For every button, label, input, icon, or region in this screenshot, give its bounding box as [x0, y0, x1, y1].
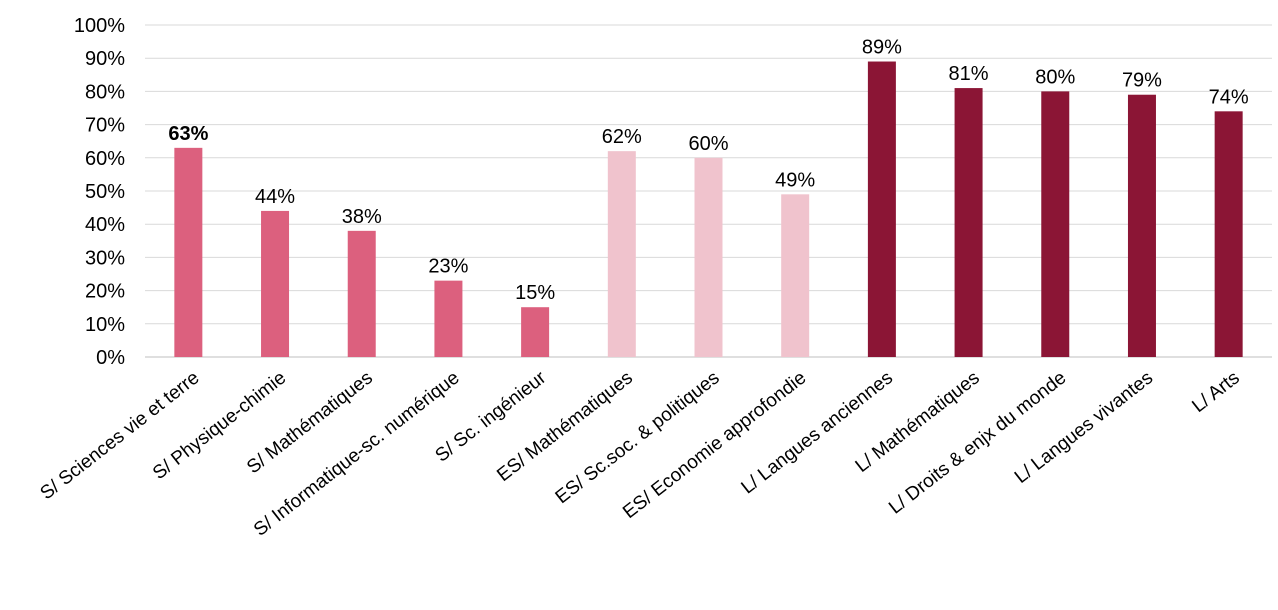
category-label: L/ Droits & enjx du monde: [885, 367, 1070, 518]
category-label: L/ Arts: [1188, 367, 1243, 417]
bar: [434, 280, 463, 357]
data-label: 62%: [602, 126, 642, 148]
bars: [174, 61, 1243, 358]
category-label: ES/ Sc.soc. & politiques: [552, 367, 724, 508]
data-label: 38%: [342, 206, 382, 228]
y-tick-label: 70%: [85, 115, 125, 137]
category-label: S/ Sciences vie et terre: [37, 367, 204, 504]
bar: [347, 230, 376, 357]
bar: [867, 61, 896, 358]
bar: [607, 151, 636, 357]
category-label: L/ Langues anciennes: [738, 367, 897, 498]
data-label: 81%: [949, 63, 989, 85]
bar: [1127, 94, 1156, 357]
data-label: 89%: [862, 37, 902, 59]
y-tick-label: 60%: [85, 148, 125, 170]
y-tick-label: 100%: [74, 15, 125, 37]
y-tick-label: 20%: [85, 281, 125, 303]
y-tick-label: 40%: [85, 214, 125, 236]
y-tick-label: 0%: [96, 347, 125, 369]
y-axis-ticks: 0% 10% 20% 30% 40% 50% 60% 70% 80% 90% 100%: [74, 15, 125, 369]
bar: [1214, 111, 1243, 357]
bar: [954, 88, 983, 357]
y-tick-label: 30%: [85, 247, 125, 269]
bar: [174, 147, 203, 357]
y-tick-label: 80%: [85, 81, 125, 103]
data-labels: 63% 44% 38% 23% 15% 62% 60% 49% 89% 81% 80% 79% 74%: [168, 37, 1249, 305]
data-label: 79%: [1122, 70, 1162, 92]
bar: [521, 307, 550, 357]
y-tick-label: 90%: [85, 48, 125, 70]
data-label: 44%: [255, 186, 295, 208]
bar: [781, 194, 810, 357]
data-label: 15%: [515, 282, 555, 304]
y-tick-label: 50%: [85, 181, 125, 203]
bar: [694, 157, 723, 357]
bar: [261, 210, 290, 357]
data-label: 80%: [1035, 66, 1075, 88]
bar: [1041, 91, 1070, 358]
y-tick-label: 10%: [85, 314, 125, 336]
data-label: 63%: [168, 123, 208, 145]
data-label: 49%: [775, 169, 815, 191]
data-label: 60%: [688, 133, 728, 155]
data-label: 74%: [1209, 86, 1249, 108]
data-label: 23%: [428, 256, 468, 278]
